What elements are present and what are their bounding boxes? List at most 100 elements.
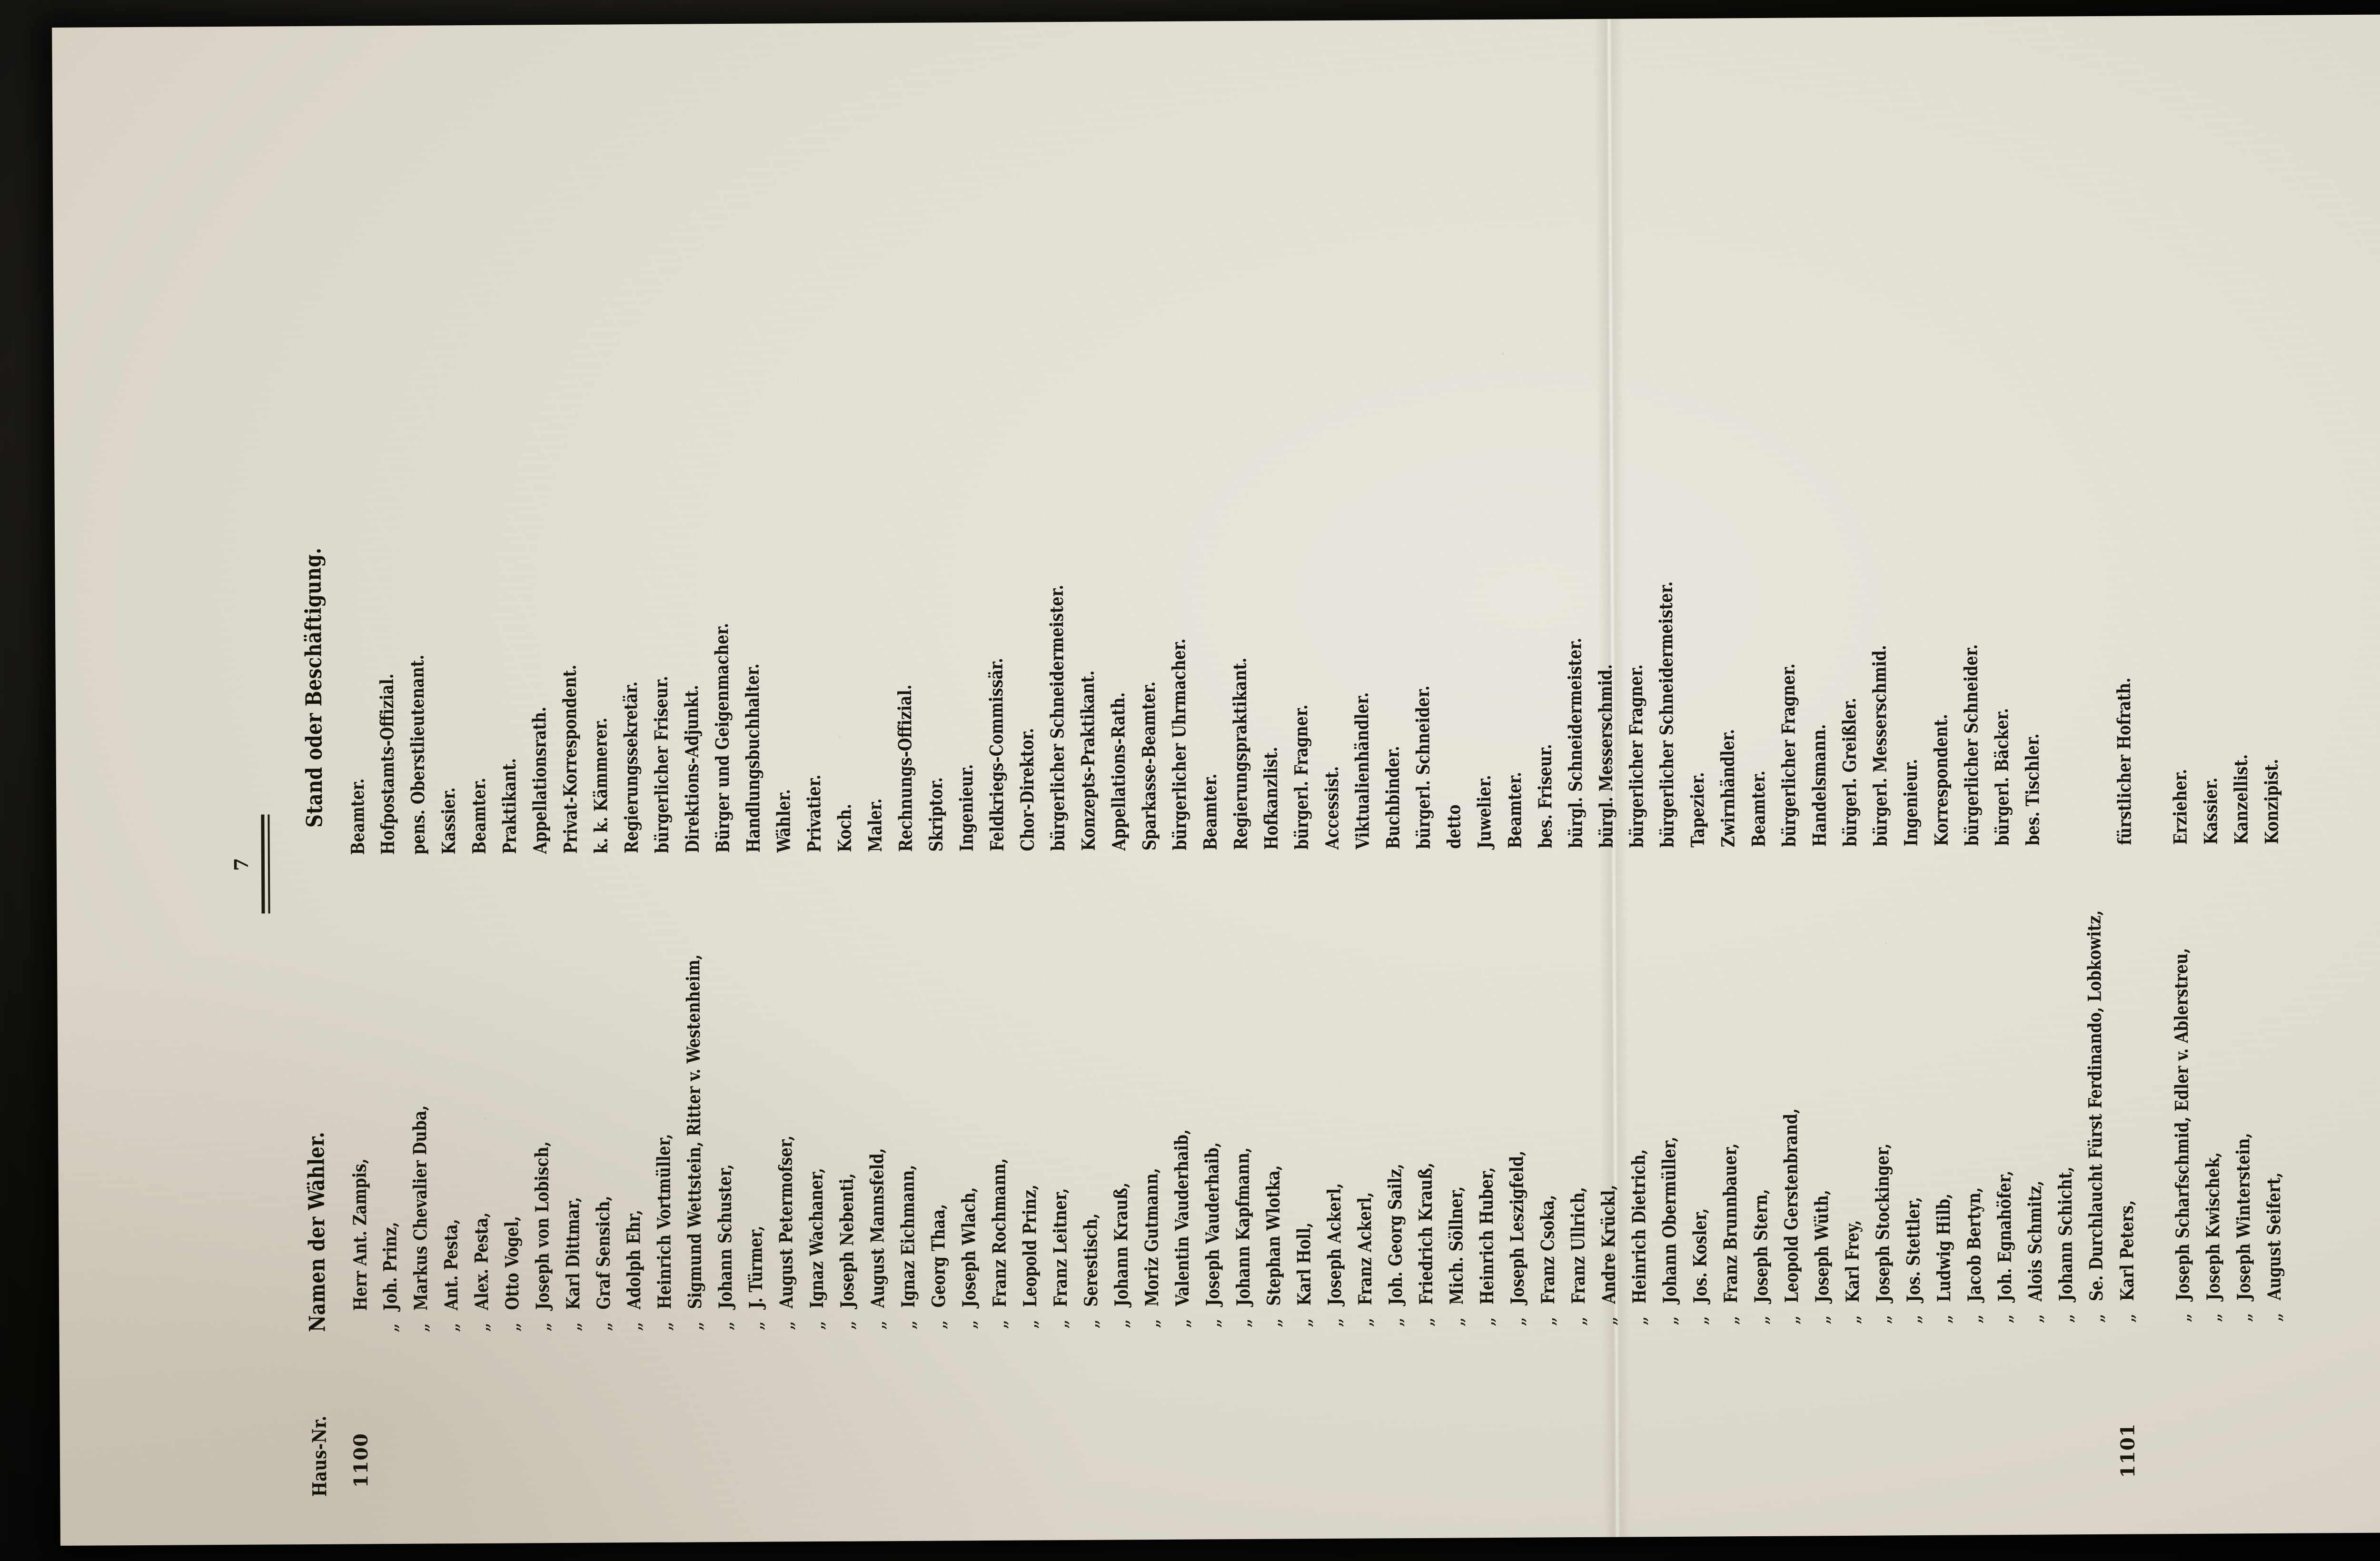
cell-house-no [1676,1338,1677,1503]
cell-house-no [1433,1339,1434,1505]
column-header-house-no: Haus-Nr. [308,1415,331,1497]
cell-occupation: bürgerlicher Uhrmacher. [1168,638,1190,850]
cell-occupation: Juwelier. [1473,775,1495,849]
cell-occupation: Rechnungs-Offizial. [893,684,916,852]
cell-occupation: Chor-Direktor. [1016,728,1038,851]
column-header-voter-name: Namen der Wähler. [303,1131,330,1333]
cell-house-no [641,1344,642,1509]
cell-voter-name: Joseph Ackerl, [1323,1183,1346,1306]
cell-voter-name: Joseph Stern, [1749,1189,1772,1304]
cell-occupation: Regierungssekretär. [619,681,642,854]
cell-voter-name: Franz Ullrich, [1567,1187,1589,1304]
header-rule [261,814,265,914]
cell-occupation: Appellationsrath. [528,706,551,854]
cell-house-no [1128,1341,1129,1506]
ditto-mark: „ [471,1322,493,1333]
cell-voter-name: August Mannsfeld, [866,1148,889,1308]
cell-voter-name: Valentin Vauderhaib, [1170,1129,1193,1306]
cell-occupation: bürgerlicher Fragner. [1777,663,1800,847]
cell-occupation: Ingenieur. [955,764,977,852]
cell-voter-name: Joseph Nebenti, [835,1173,858,1308]
cell-occupation: Wähler. [773,789,794,853]
cell-voter-name: Karl Frey, [1841,1220,1864,1303]
ditto-mark: „ [1202,1318,1224,1328]
cell-house-no: 1100 [349,1433,373,1488]
ditto-mark: „ [714,1321,737,1331]
cell-voter-name: Graf Sensich, [592,1195,615,1310]
ditto-mark: „ [1689,1315,1712,1326]
ditto-mark: „ [806,1320,828,1331]
cell-house-no [1555,1338,1556,1504]
ditto-mark: „ [440,1322,463,1333]
ditto-mark: „ [593,1322,615,1332]
cell-house-no [793,1343,794,1508]
cell-voter-name: Joh. Prinz, [379,1222,401,1311]
cell-voter-name: Johann Kapfmann, [1231,1147,1254,1306]
cell-house-no [488,1344,489,1510]
cell-voter-name: Franz Leitner, [1049,1188,1071,1307]
ditto-mark: „ [928,1320,950,1330]
cell-occupation: Privat-Korrespondent. [558,664,581,854]
cell-voter-name: Stephan Wlotka, [1262,1165,1285,1306]
cell-voter-name: Karl Peters, [2115,1200,2138,1301]
cell-occupation: Handelsmann. [1808,724,1830,847]
header-rule-thin [268,814,270,914]
ditto-mark: „ [1141,1318,1163,1329]
cell-occupation: bürgerlicher Fragner. [1625,664,1647,848]
cell-occupation: Hofpostamts-Offizial. [376,673,398,855]
cell-occupation: bürgerl. Messerschmid. [1868,645,1891,847]
cell-house-no [1920,1336,1921,1502]
cell-occupation: Ingenieur. [1899,759,1922,847]
cell-occupation: Beamter. [1503,771,1526,849]
cell-house-no [1585,1338,1586,1504]
ditto-mark: „ [410,1323,432,1333]
ditto-mark: „ [2202,1313,2225,1323]
cell-voter-name: Joseph Stockinger, [1871,1143,1894,1303]
cell-house-no [1098,1341,1099,1507]
printed-page: 7 Haus-Nr. Namen der Wähler. Stand oder … [155,76,2380,1512]
cell-voter-name: Joseph von Lobisch, [531,1141,554,1310]
cell-house-no [2042,1336,2043,1502]
cell-occupation: Bürger und Geigenmacher. [711,622,734,853]
ditto-mark: „ [1385,1317,1407,1327]
ditto-mark: „ [1720,1315,1742,1325]
table-body: 1100 Herr Ant. Zampis, Beamter. „ Joh. Prinz… [342,77,2295,1511]
cell-house-no [1494,1339,1495,1504]
ditto-mark: „ [2263,1312,2286,1323]
cell-occupation: Beamter. [1199,773,1221,850]
cell-occupation: Sparkasse-Beamter. [1137,681,1160,851]
cell-house-no [763,1343,764,1509]
ditto-mark: „ [989,1319,1011,1330]
cell-occupation: Buchbinder. [1381,746,1404,850]
cell-occupation [2079,78,2104,845]
cell-house-no [1372,1340,1373,1505]
column-header-occupation: Stand oder Beschäftigung. [300,547,327,828]
ditto-mark: „ [867,1320,889,1330]
cell-voter-name: Jos. Stettler, [1902,1196,1924,1303]
ditto-mark: „ [1263,1318,1285,1328]
ditto-mark: „ [501,1322,524,1333]
cell-house-no [458,1344,459,1510]
cell-voter-name: Joseph Kwischek, [2202,1152,2224,1301]
cell-occupation: Skriptor. [924,777,947,852]
cell-occupation: Konzepts-Praktikant. [1076,670,1099,851]
ditto-mark: „ [745,1321,767,1331]
cell-voter-name: Heinrich Dietrich, [1627,1149,1650,1304]
cell-voter-name: Karl Dittmar, [561,1197,584,1310]
ditto-mark: „ [958,1319,981,1330]
cell-voter-name: Joh. Georg Sailz, [1384,1164,1407,1305]
ditto-mark: „ [1354,1317,1377,1328]
cell-occupation: bes. Friseur. [1534,744,1556,849]
cell-house-no [702,1343,703,1509]
cell-voter-name: Georg Thaa, [927,1204,950,1308]
cell-house-no [549,1344,550,1510]
cell-voter-name: Sigmund Wettstein, Ritter v. Westenheim, [682,954,706,1309]
cell-house-no [884,1342,885,1508]
ditto-mark: „ [2172,1313,2194,1323]
cell-occupation: Privatier. [803,774,825,853]
ditto-mark: „ [654,1321,676,1332]
cell-voter-name: Joseph Wüth, [1810,1190,1833,1303]
cell-occupation: bürgerlicher Schneider. [1960,644,1983,846]
cell-house-no [580,1344,581,1510]
cell-occupation: Koch. [833,803,855,852]
